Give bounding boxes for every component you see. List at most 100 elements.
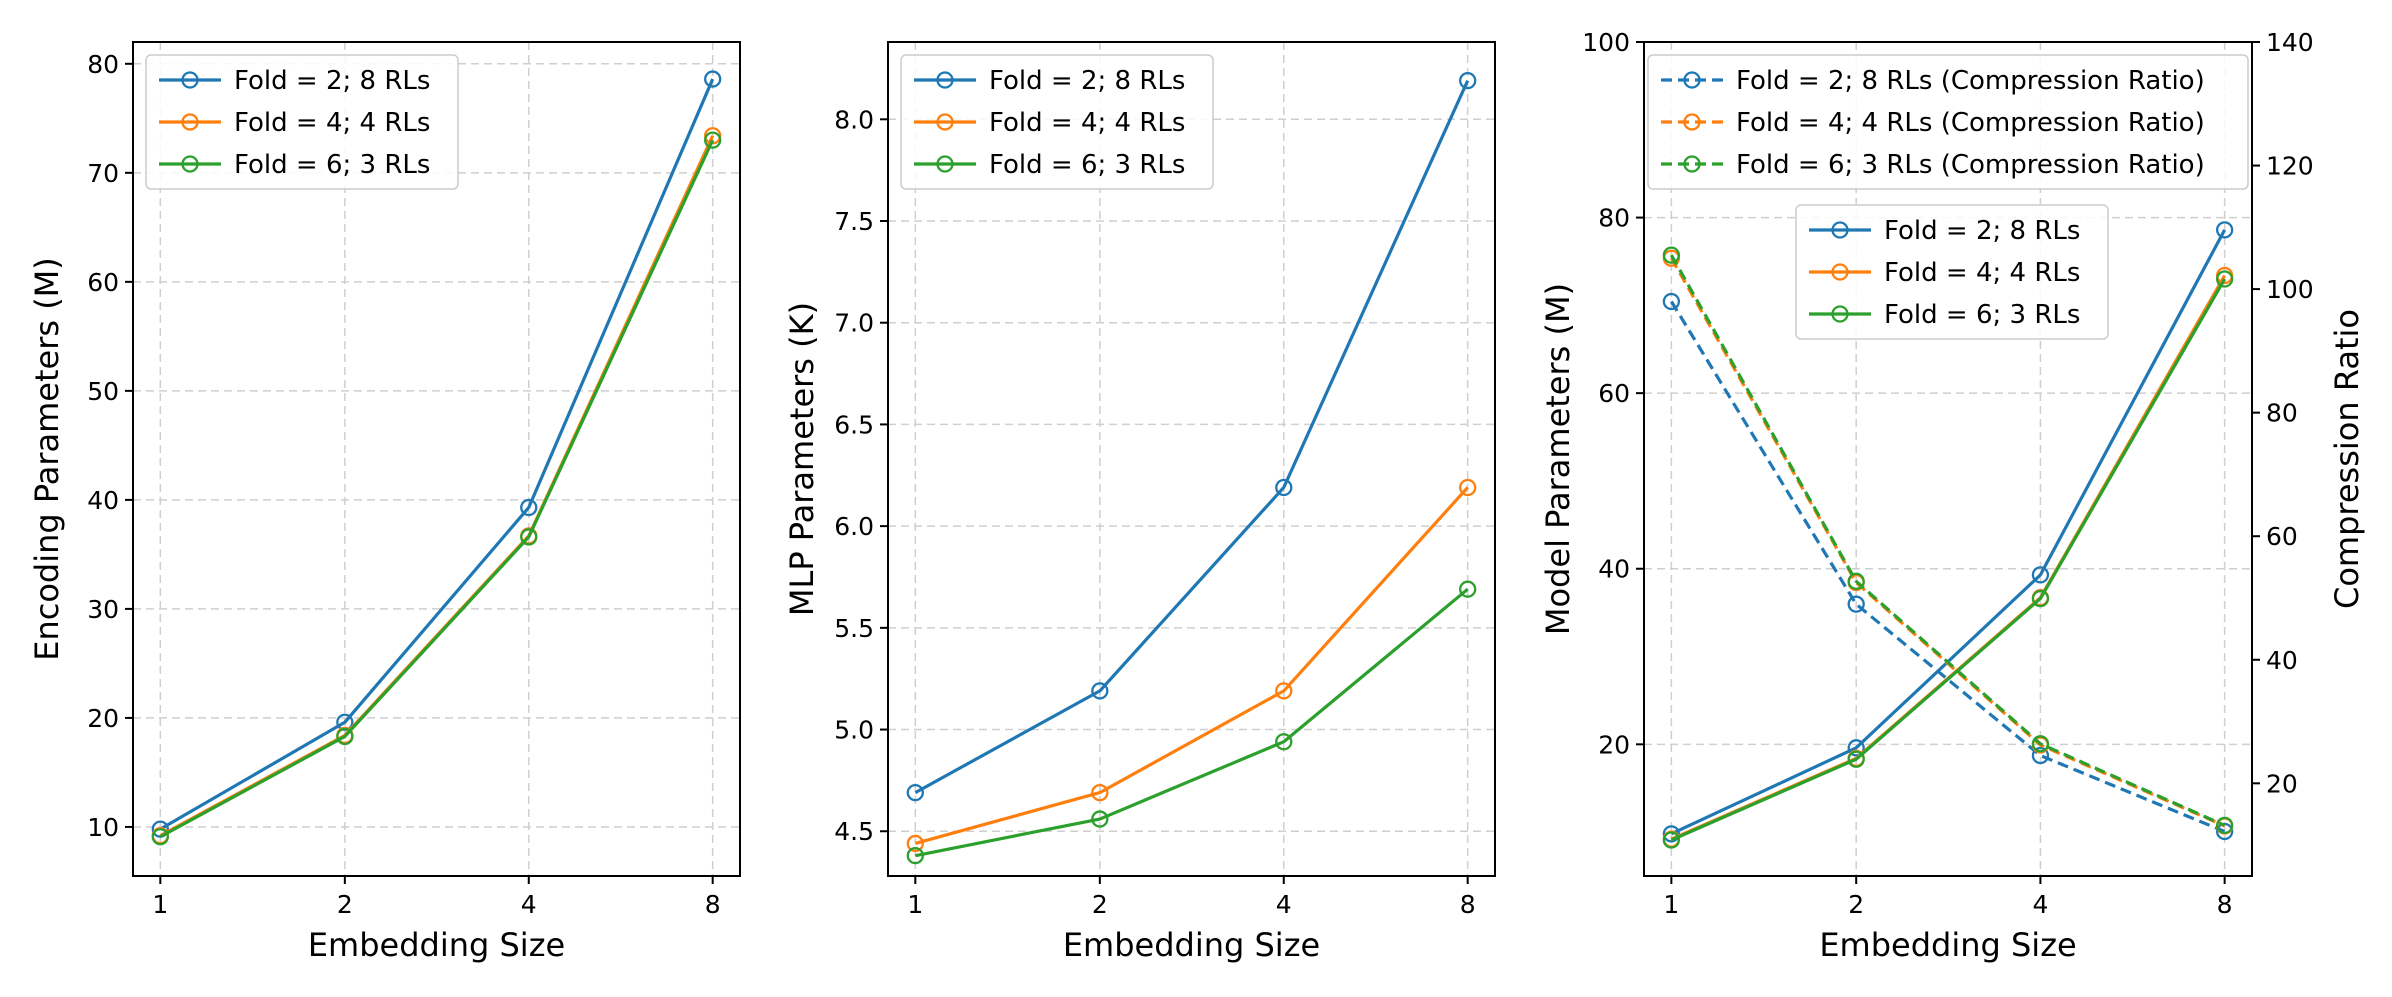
legend-swatch-marker [181, 71, 199, 89]
y-tick-label: 4.5 [834, 817, 874, 846]
y-tick-label: 80 [1598, 204, 1630, 233]
legend-swatch-marker [936, 113, 954, 131]
series-3-point-3 [2031, 589, 2050, 608]
y-axis-label: Model Parameters (M) [1539, 283, 1577, 635]
series-line-2 [159, 135, 715, 838]
series-3-point-1 [151, 828, 169, 846]
series-1-point-2 [1091, 682, 1109, 700]
series-2-point-4 [1459, 478, 1477, 497]
x-tick-label: 1 [907, 890, 923, 919]
legend-label: Fold = 2; 8 RLs [1884, 216, 2080, 246]
x-tick-label: 8 [705, 890, 721, 919]
y-tick-label: 7.0 [834, 309, 874, 338]
y-tick-label: 6.5 [834, 410, 874, 439]
series-1-point-4 [704, 70, 722, 88]
plot-frame [132, 41, 741, 877]
series-6-point-4 [2215, 816, 2234, 834]
x-axis-label: Embedding Size [308, 926, 565, 964]
series-1-point-3 [1275, 478, 1293, 497]
series-line-1 [159, 78, 715, 831]
x-tick-label: 1 [152, 890, 168, 919]
y-tick-label: 20 [87, 704, 119, 733]
y-tick-label: 60 [87, 268, 119, 297]
series-2-point-1 [906, 834, 924, 853]
series-line-3 [915, 587, 1469, 858]
series-line-1 [914, 79, 1470, 795]
y2-tick-label: 140 [2266, 28, 2314, 57]
series-1-point-2 [1847, 739, 1865, 757]
legend-label: Fold = 2; 8 RLs (Compression Ratio) [1736, 66, 2205, 96]
legend-swatch-marker [936, 155, 954, 173]
series-3-point-4 [1459, 580, 1477, 598]
y2-tick-label: 100 [2266, 275, 2314, 304]
legend-label: Fold = 4; 4 RLs [1884, 258, 2080, 288]
y-tick-label: 80 [87, 50, 119, 79]
y2-tick-label: 60 [2266, 522, 2298, 551]
legend-swatch-marker [1831, 305, 1849, 323]
legend-label: Fold = 6; 3 RLs (Compression Ratio) [1736, 150, 2205, 180]
series-line-5 [1669, 257, 2226, 828]
y-tick-label: 8.0 [834, 105, 874, 134]
plot-frame [1643, 41, 2253, 877]
legend-label: Fold = 2; 8 RLs [234, 66, 430, 96]
legend-1: Fold = 2; 8 RLs Fold = 4; 4 RLs Fold = 6; … [145, 54, 459, 190]
x-tick-label: 2 [1092, 890, 1108, 919]
y-tick-label: 7.5 [834, 207, 874, 236]
series-4-point-1 [1662, 292, 1681, 311]
legend-swatch-marker [936, 71, 954, 89]
x-tick-label: 1 [1663, 890, 1679, 919]
y2-tick-label: 20 [2266, 769, 2298, 798]
x-axis-label: Embedding Size [1819, 926, 2076, 964]
series-2-point-2 [1091, 783, 1109, 802]
legend-swatch-marker [181, 113, 199, 131]
series-3-point-2 [1847, 750, 1865, 768]
series-1-point-4 [1459, 71, 1477, 90]
legend-box [1795, 204, 2109, 340]
series-1-point-3 [520, 498, 538, 517]
y-axis-label: Encoding Parameters (M) [28, 257, 66, 661]
legend-label: Fold = 6; 3 RLs [1884, 300, 2080, 330]
y2-tick-label: 40 [2266, 646, 2298, 675]
legend-2: Fold = 2; 8 RLs Fold = 4; 4 RLs Fold = 6; … [1795, 204, 2109, 340]
x-tick-label: 8 [2217, 890, 2233, 919]
series-3-point-4 [2215, 270, 2234, 288]
y2-tick-label: 120 [2266, 152, 2314, 181]
y-tick-label: 100 [1582, 28, 1630, 57]
legend-swatch-marker [1683, 113, 1701, 131]
x-tick-label: 2 [337, 890, 353, 919]
legend-swatch-marker [1683, 71, 1701, 89]
x-tick-label: 8 [1460, 890, 1476, 919]
series-line-2 [914, 486, 1469, 845]
series-3-point-1 [1662, 831, 1681, 849]
y-tick-label: 10 [87, 813, 119, 842]
y2-tick-label: 80 [2266, 399, 2298, 428]
legend-label: Fold = 4; 4 RLs [989, 108, 1185, 138]
y-tick-label: 60 [1598, 379, 1630, 408]
series-1-point-1 [906, 783, 924, 802]
series-line-6 [1669, 254, 2226, 827]
series-4-point-2 [1847, 595, 1865, 613]
y-tick-label: 6.0 [834, 512, 874, 541]
plot-frame [887, 41, 1496, 877]
y-tick-label: 40 [1598, 555, 1630, 584]
legend-label: Fold = 2; 8 RLs [989, 66, 1185, 96]
series-3-point-4 [704, 131, 722, 149]
legend-1: Fold = 2; 8 RLs Fold = 4; 4 RLs Fold = 6; … [900, 54, 1214, 190]
y-tick-label: 5.5 [834, 614, 874, 643]
series-1-point-3 [2031, 566, 2050, 584]
panel-1: 1 2 4 8 10 20 30 40 50 60 70 80 Embedding Size Encodi… [28, 41, 741, 964]
legend-1: Fold = 2; 8 RLs (Compression Ratio) Fold … [1647, 54, 2249, 190]
series-6-point-2 [1847, 572, 1865, 590]
y-tick-label: 30 [87, 595, 119, 624]
legend-label: Fold = 4; 4 RLs (Compression Ratio) [1736, 108, 2205, 138]
legend-label: Fold = 6; 3 RLs [989, 150, 1185, 180]
y-tick-label: 20 [1598, 730, 1630, 759]
y-axis-label: MLP Parameters (K) [783, 302, 821, 616]
series-2-point-3 [1275, 682, 1293, 700]
x-tick-label: 4 [2032, 890, 2048, 919]
legend-label: Fold = 4; 4 RLs [234, 108, 430, 138]
series-3-point-1 [906, 847, 924, 865]
x-tick-label: 4 [521, 890, 537, 919]
series-1-point-4 [2215, 221, 2234, 239]
